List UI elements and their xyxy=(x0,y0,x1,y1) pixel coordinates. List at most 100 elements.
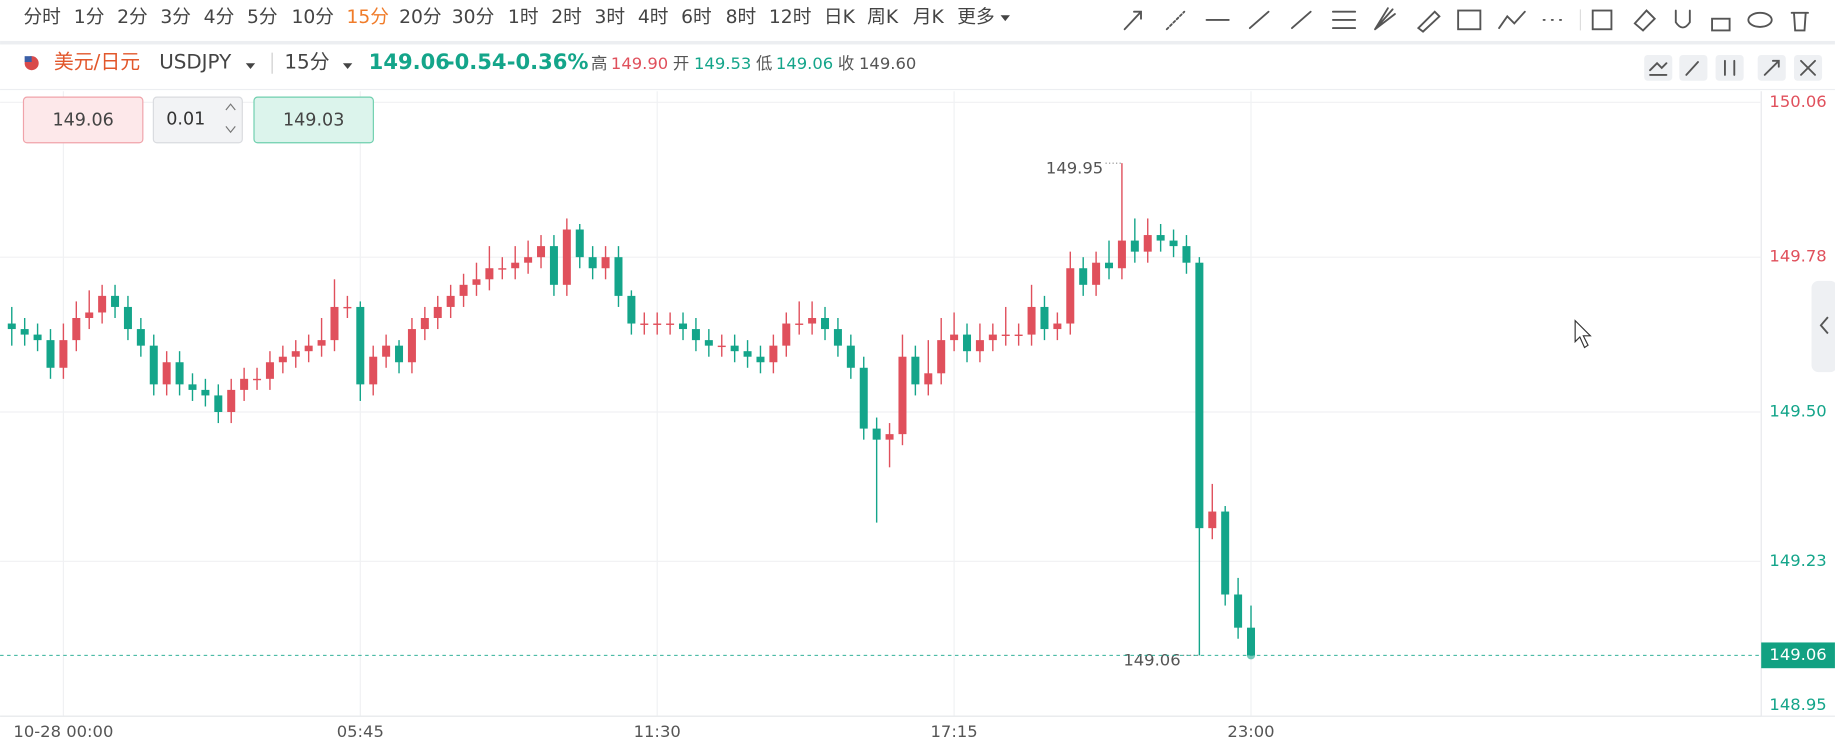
interval-tab[interactable]: 15分 xyxy=(346,7,389,28)
candle-body xyxy=(472,279,481,285)
interval-tab[interactable]: 1时 xyxy=(508,7,539,28)
candle-body xyxy=(317,340,326,346)
image-tool[interactable] xyxy=(1457,9,1482,31)
candle-body xyxy=(1001,334,1010,336)
symbol-bar: 美元/日元 USDJPY 15分 149.06 -0.54 -0.36% 高 1… xyxy=(24,49,1823,81)
interval-tab[interactable]: 3时 xyxy=(595,7,626,28)
note-tool[interactable] xyxy=(1591,9,1613,31)
candle-body xyxy=(85,312,94,319)
lock-tool[interactable] xyxy=(1711,17,1731,32)
candle-body xyxy=(485,268,494,280)
candle-body xyxy=(356,306,365,385)
candle-body xyxy=(407,329,416,363)
candle-body xyxy=(240,378,249,390)
interval-tab[interactable]: 8时 xyxy=(726,7,757,28)
interval-tab[interactable]: 4分 xyxy=(204,7,235,28)
candle-body xyxy=(162,362,171,385)
interval-tab[interactable]: 1分 xyxy=(74,7,105,28)
interval-tab[interactable]: 周K xyxy=(867,7,899,28)
trend-tool[interactable] xyxy=(1291,10,1312,30)
candle-body xyxy=(291,351,300,357)
candle-body xyxy=(782,323,791,346)
y-tick-label: 150.06 xyxy=(1769,92,1826,111)
candle-body xyxy=(975,340,984,352)
sell-button[interactable] xyxy=(22,96,144,144)
lot-value: 0.01 xyxy=(166,109,205,129)
candle-body xyxy=(1105,262,1114,269)
interval-tab[interactable]: 6时 xyxy=(681,7,712,28)
candle-body xyxy=(382,345,391,357)
interval-tab[interactable]: 3分 xyxy=(160,7,191,28)
caret xyxy=(342,63,353,70)
toolbar: 分时 1分 2分 3分 4分 5分 10分 15分 20分 30分 1时 2时 3时 4时 6时 8时 12时日… xyxy=(23,7,1010,28)
candle-body xyxy=(1182,246,1191,263)
interval-tab[interactable]: 2分 xyxy=(117,7,148,28)
interval-tab[interactable]: 12时 xyxy=(769,7,812,28)
segment-tool[interactable] xyxy=(1248,10,1270,30)
candle-body xyxy=(808,318,817,324)
delete-tool[interactable] xyxy=(1790,11,1809,32)
fan-tool[interactable] xyxy=(1374,7,1396,31)
candle-body xyxy=(537,246,546,258)
x-tick-label: 11:30 xyxy=(634,722,681,741)
indicator-button[interactable] xyxy=(1644,54,1673,81)
candle-body xyxy=(201,389,210,396)
candle-body xyxy=(253,378,262,381)
caret xyxy=(245,63,256,70)
interval-tab[interactable]: 2时 xyxy=(551,7,582,28)
x-tick-label: 23:00 xyxy=(1227,722,1274,741)
candle-body xyxy=(524,257,533,263)
candle-body xyxy=(511,262,520,269)
pen-tool[interactable] xyxy=(1416,10,1441,33)
candle-body xyxy=(498,268,507,270)
eraser-tool[interactable] xyxy=(1633,9,1657,32)
candle-body xyxy=(1156,235,1165,241)
style-button[interactable] xyxy=(1715,54,1744,81)
candle-body xyxy=(691,329,700,341)
y-tick-label: 149.78 xyxy=(1769,247,1826,266)
candle-body xyxy=(601,257,610,269)
interval-tab[interactable]: 30分 xyxy=(452,7,495,28)
candle-body xyxy=(330,306,339,341)
interval-tab[interactable]: 分时 xyxy=(23,7,60,28)
sell-price: 149.06 xyxy=(52,111,113,131)
lot-input[interactable] xyxy=(152,96,243,144)
candle-body xyxy=(769,345,778,363)
candle-body xyxy=(1143,235,1152,252)
interval-tab[interactable]: 10分 xyxy=(291,7,334,28)
candle-body xyxy=(1234,594,1243,628)
interval-tab[interactable]: 4时 xyxy=(638,7,669,28)
ray-tool[interactable] xyxy=(1165,10,1186,31)
y-tick-label: 149.23 xyxy=(1769,551,1826,570)
candle-body xyxy=(278,356,287,363)
interval-tab[interactable]: 月K xyxy=(913,7,945,28)
interval-tab[interactable]: 日K xyxy=(824,7,856,28)
visibility-tool[interactable] xyxy=(1747,11,1773,28)
more-tab[interactable]: 更多 xyxy=(957,7,994,28)
low-value: 149.06 xyxy=(776,54,833,73)
candle-body xyxy=(821,318,830,330)
candle-body xyxy=(846,345,855,368)
drawing-tools xyxy=(1123,7,1809,33)
candle-body xyxy=(614,257,623,296)
candle-body xyxy=(562,229,571,285)
buy-button[interactable] xyxy=(253,96,374,144)
open-label: 开 xyxy=(673,54,689,73)
interval-tab[interactable]: 20分 xyxy=(399,7,442,28)
high-label: 高 xyxy=(591,54,607,73)
y-tick-label: 148.95 xyxy=(1769,695,1826,714)
candle-body xyxy=(59,340,68,368)
side-panel-toggle[interactable] xyxy=(1811,280,1835,373)
candle-body xyxy=(433,306,442,319)
candle-body xyxy=(227,389,236,413)
arrow-tool[interactable] xyxy=(1123,10,1142,31)
symbol-name[interactable]: 美元/日元 xyxy=(54,51,140,74)
symbol-code[interactable]: USDJPY xyxy=(159,51,232,74)
fib-tool[interactable] xyxy=(1331,10,1357,30)
interval-tab[interactable]: 5分 xyxy=(247,7,278,28)
interval[interactable]: 15分 xyxy=(284,51,329,74)
wave-tool[interactable] xyxy=(1498,10,1526,30)
magnet-tool[interactable] xyxy=(1674,9,1691,29)
candle-body xyxy=(123,306,132,330)
lot-spinner[interactable] xyxy=(225,103,236,134)
